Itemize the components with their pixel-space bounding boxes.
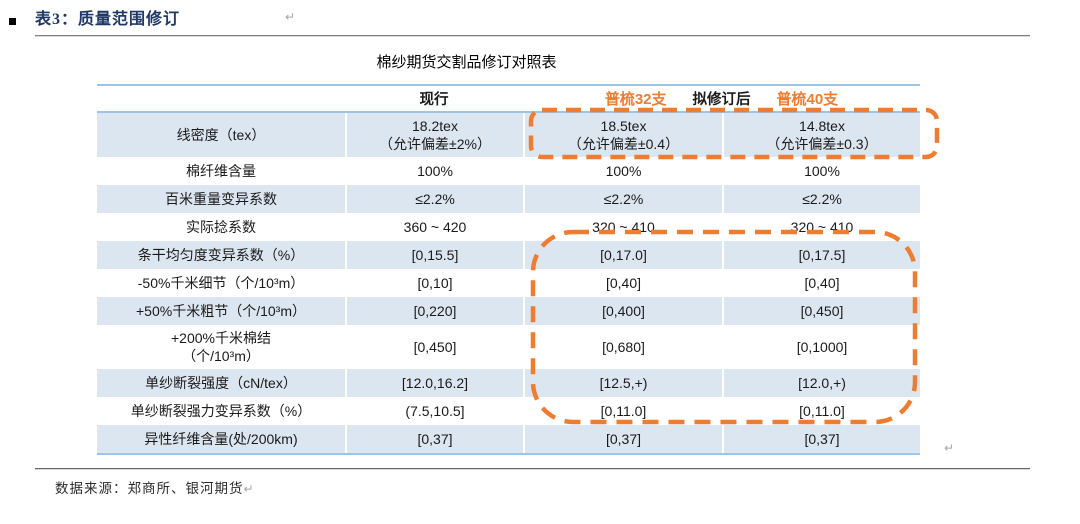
column-header-combed40: 普梳40支 bbox=[776, 91, 839, 108]
table-cell-combed32: [12.5,+) bbox=[523, 369, 722, 397]
table-cell-combed40: [0,37] bbox=[722, 425, 920, 453]
horizontal-rule-top bbox=[35, 35, 1030, 37]
table-cell-current: 360 ~ 420 bbox=[345, 213, 523, 241]
table-cell-combed32: ≤2.2% bbox=[523, 185, 722, 213]
table-cell-combed32: [0,680] bbox=[523, 325, 722, 369]
column-header-current: 现行 bbox=[345, 86, 523, 113]
paragraph-mark-icon: ↵ bbox=[243, 482, 255, 496]
table-cell-current: 18.2tex （允许偏差±2%） bbox=[345, 113, 523, 157]
table-cell-combed40: 100% bbox=[722, 157, 920, 185]
table-cell-current: 100% bbox=[345, 157, 523, 185]
column-header-combed32: 普梳32支 bbox=[604, 91, 667, 108]
row-label: -50%千米细节（个/10³m） bbox=[137, 275, 305, 291]
section-heading: 表3：质量范围修订 bbox=[35, 11, 181, 28]
table-cell-combed32: [0,11.0] bbox=[523, 397, 722, 425]
row-label: 百米重量变异系数 bbox=[97, 185, 345, 213]
column-header-empty bbox=[97, 86, 345, 113]
table-cell-combed40: [0,40] bbox=[722, 269, 920, 297]
table-cell-combed40: ≤2.2% bbox=[722, 185, 920, 213]
table-cell-combed32: 320 ~ 410 bbox=[523, 213, 722, 241]
table-cell-current: [0,15.5] bbox=[345, 241, 523, 269]
horizontal-rule-bottom bbox=[35, 468, 1030, 470]
row-label: 棉纤维含量 bbox=[186, 163, 256, 179]
row-label: +200%千米棉结 （个/10³m） bbox=[171, 330, 271, 364]
row-label: 线密度（tex） bbox=[97, 113, 345, 157]
list-bullet-icon bbox=[9, 18, 16, 25]
row-label: 实际捻系数 bbox=[186, 219, 256, 235]
row-label: 异性纤维含量(处/200km) bbox=[97, 425, 345, 453]
paragraph-mark-icon: ↵ bbox=[285, 10, 296, 24]
table-cell-current: [0,220] bbox=[345, 297, 523, 325]
table-cell-combed32: [0,400] bbox=[523, 297, 722, 325]
table-cell-combed40: [0,17.5] bbox=[722, 241, 920, 269]
comparison-table: 现行 普梳32支 拟修订后 普梳40支 线密度（tex） 18.2tex （允许… bbox=[97, 84, 920, 455]
row-label: 单纱断裂强力变异系数（%） bbox=[130, 403, 312, 419]
column-header-revised-group: 普梳32支 拟修订后 普梳40支 bbox=[523, 86, 920, 113]
table-cell-current: [0,37] bbox=[345, 425, 523, 453]
table-cell-combed40: [12.0,+) bbox=[722, 369, 920, 397]
table-cell-current: [12.0,16.2] bbox=[345, 369, 523, 397]
row-label: +50%千米粗节（个/10³m） bbox=[97, 297, 345, 325]
table-cell-current: [0,10] bbox=[345, 269, 523, 297]
table-cell-combed40: 14.8tex （允许偏差±0.3） bbox=[722, 113, 920, 157]
row-label: 条干均匀度变异系数（%） bbox=[97, 241, 345, 269]
table-cell-combed40: [0,11.0] bbox=[722, 397, 920, 425]
column-header-revised-label: 拟修订后 bbox=[692, 92, 751, 108]
table-cell-combed32: 100% bbox=[523, 157, 722, 185]
table-cell-combed40: [0,1000] bbox=[722, 325, 920, 369]
table-cell-combed32: [0,37] bbox=[523, 425, 722, 453]
data-source-note: 数据来源：郑商所、银河期货↵ bbox=[55, 477, 255, 497]
comparison-table-area: 棉纱期货交割品修订对照表 现行 普梳32支 拟修订后 普梳40支 线密度（tex… bbox=[97, 48, 940, 455]
table-cell-combed40: 320 ~ 410 bbox=[722, 213, 920, 241]
table-title: 棉纱期货交割品修订对照表 bbox=[376, 54, 557, 71]
table-cell-current: ≤2.2% bbox=[345, 185, 523, 213]
paragraph-mark-icon: ↵ bbox=[944, 441, 955, 455]
table-cell-combed32: 18.5tex （允许偏差±0.4） bbox=[523, 113, 722, 157]
row-label: 单纱断裂强度（cN/tex） bbox=[97, 369, 345, 397]
table-cell-current: (7.5,10.5] bbox=[345, 397, 523, 425]
data-source-text: 数据来源：郑商所、银河期货 bbox=[55, 481, 244, 496]
table-cell-combed32: [0,40] bbox=[523, 269, 722, 297]
table-cell-current: [0,450] bbox=[345, 325, 523, 369]
table-cell-combed32: [0,17.0] bbox=[523, 241, 722, 269]
table-cell-combed40: [0,450] bbox=[722, 297, 920, 325]
